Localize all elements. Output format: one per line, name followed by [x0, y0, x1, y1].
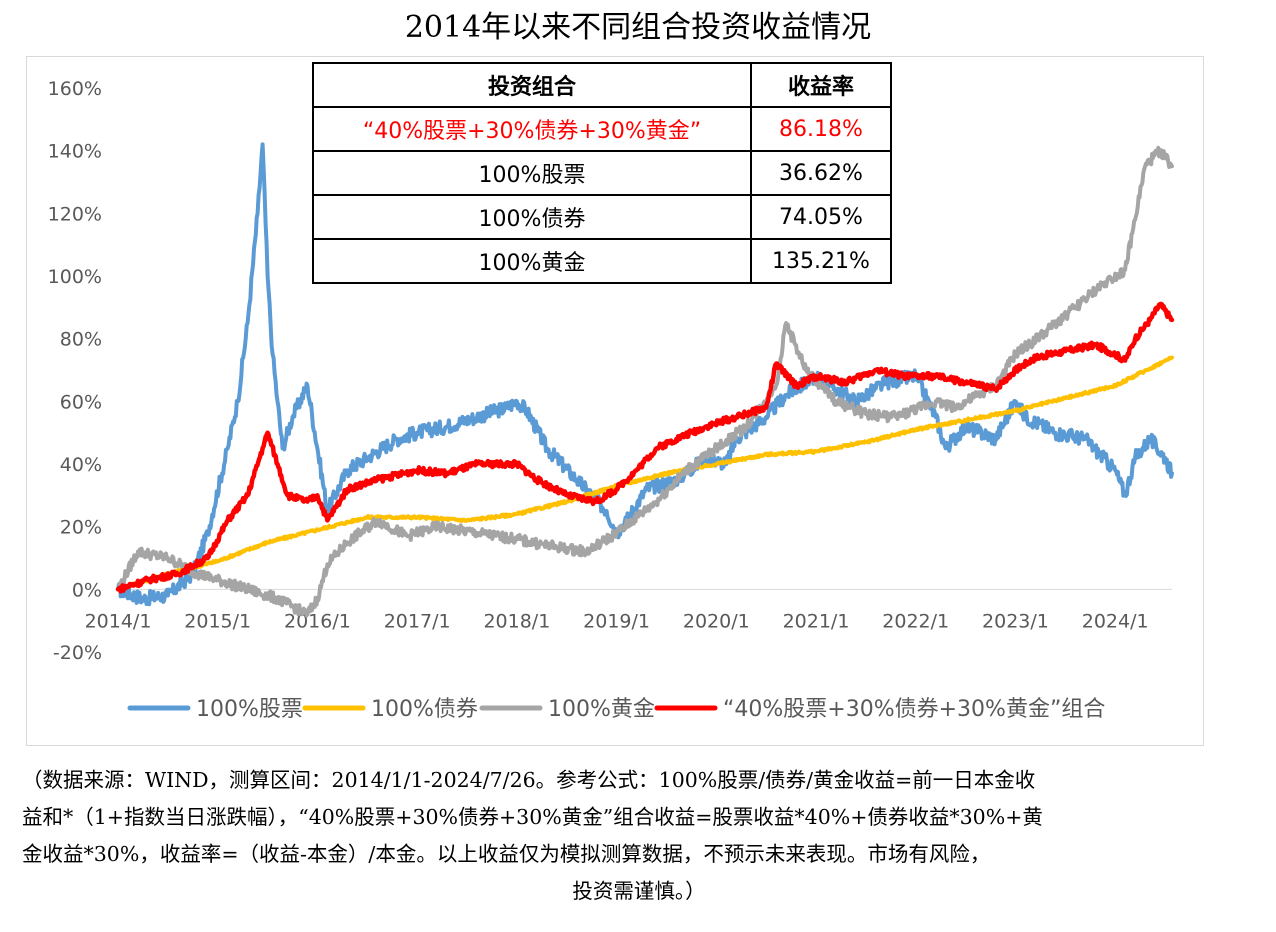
y-tick-label: 20%	[60, 517, 102, 539]
table-cell-portfolio: 100%股票	[312, 150, 752, 196]
table-header-portfolio: 投资组合	[312, 62, 752, 108]
y-tick-label: 120%	[48, 203, 102, 225]
legend-label: 100%股票	[196, 697, 303, 722]
table-cell-return: 86.18%	[750, 106, 892, 152]
y-tick-label: 100%	[48, 266, 102, 288]
table-cell-return: 36.62%	[750, 150, 892, 196]
y-tick-label: 160%	[48, 78, 102, 100]
x-tick-label: 2015/1	[184, 610, 251, 632]
chart-frame	[26, 56, 1204, 746]
chart-title: 2014年以来不同组合投资收益情况	[404, 10, 872, 45]
x-tick-label: 2020/1	[683, 610, 750, 632]
axis-layer: -20% 0% 20% 40% 60% 80% 100% 120% 140% 160% 2014/1…	[48, 78, 1172, 664]
legend-label: “40%股票+30%债券+30%黄金”组合	[723, 697, 1105, 722]
series-layer	[115, 142, 1175, 618]
table-row: 100%股票 36.62%	[312, 150, 892, 196]
x-tick-label: 2021/1	[783, 610, 850, 632]
legend-label: 100%黄金	[548, 697, 655, 722]
note-line-3: 金收益*30%，收益率=（收益-本金）/本金。以上收益仅为模拟测算数据，不预示未…	[22, 842, 991, 866]
table-cell-portfolio: 100%债券	[312, 194, 752, 240]
y-tick-label: 40%	[60, 454, 102, 476]
note-line-4: 投资需谨慎。）	[572, 879, 706, 903]
source-note: （数据来源：WIND，测算区间：2014/1/1-2024/7/26。参考公式：…	[22, 762, 1256, 910]
table-cell-return: 135.21%	[750, 238, 892, 284]
x-tick-label: 2014/1	[85, 610, 152, 632]
y-tick-label: 0%	[72, 579, 102, 601]
note-line-1: （数据来源：WIND，测算区间：2014/1/1-2024/7/26。参考公式：…	[22, 768, 1036, 792]
returns-table: 投资组合 收益率 “40%股票+30%债券+30%黄金” 86.18% 100%…	[312, 62, 892, 284]
series-line-1	[116, 142, 1174, 607]
y-tick-label: 80%	[60, 329, 102, 351]
table-row: “40%股票+30%债券+30%黄金” 86.18%	[312, 106, 892, 152]
x-tick-label: 2023/1	[982, 610, 1049, 632]
x-tick-label: 2017/1	[384, 610, 451, 632]
table-cell-return: 74.05%	[750, 194, 892, 240]
table-row: 100%债券 74.05%	[312, 194, 892, 240]
table-header-row: 投资组合 收益率	[312, 62, 892, 108]
y-tick-label: 60%	[60, 391, 102, 413]
x-tick-label: 2019/1	[583, 610, 650, 632]
y-tick-label: 140%	[48, 141, 102, 163]
table-header-return: 收益率	[750, 62, 892, 108]
table-cell-portfolio: 100%黄金	[312, 238, 752, 284]
x-tick-label: 2018/1	[483, 610, 550, 632]
legend-label: 100%债券	[371, 697, 478, 722]
table-cell-portfolio: “40%股票+30%债券+30%黄金”	[312, 106, 752, 152]
x-tick-label: 2016/1	[284, 610, 351, 632]
table-row: 100%黄金 135.21%	[312, 238, 892, 284]
note-line-2: 益和*（1+指数当日涨跌幅），“40%股票+30%债券+30%黄金”组合收益=股…	[22, 805, 1043, 829]
x-tick-label: 2022/1	[882, 610, 949, 632]
series-line-2	[116, 355, 1174, 592]
x-tick-label: 2024/1	[1082, 610, 1149, 632]
y-tick-label: -20%	[53, 642, 102, 664]
series-line-4	[115, 301, 1175, 594]
legend-layer: 100%股票 100%债券 100%黄金 “40%股票+30%债券+30%黄金”组合	[127, 697, 1105, 722]
